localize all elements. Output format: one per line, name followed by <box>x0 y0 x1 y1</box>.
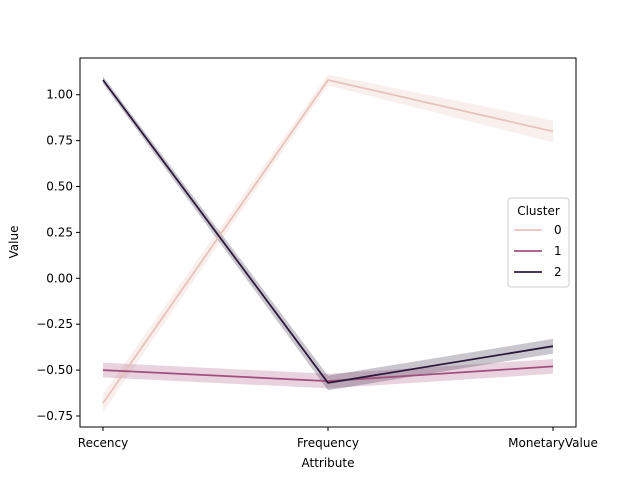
legend-box <box>507 197 570 288</box>
x-axis: Recency Frequency MonetaryValue <box>78 427 598 450</box>
y-tick-label: 0.00 <box>46 271 73 285</box>
legend-label-cluster-0: 0 <box>554 223 562 237</box>
x-tick-label: Recency <box>78 436 128 450</box>
y-tick-label: 0.25 <box>46 225 73 239</box>
x-tick-label: Frequency <box>297 436 359 450</box>
y-tick-label: 1.00 <box>46 88 73 102</box>
series-line-cluster-2 <box>102 79 554 384</box>
ci-band-cluster-2 <box>103 76 553 391</box>
ci-band-cluster-1 <box>103 359 553 389</box>
y-tick-label: 0.50 <box>46 180 73 194</box>
legend-title: Cluster <box>517 204 560 218</box>
y-tick-label: −0.50 <box>36 363 73 377</box>
y-axis-label: Value <box>7 226 21 259</box>
series-line-cluster-1 <box>102 365 554 383</box>
y-tick-label: 0.75 <box>46 134 73 148</box>
legend-label-cluster-1: 1 <box>554 244 562 258</box>
y-axis: −0.75 −0.50 −0.25 0.00 0.25 0.50 0.75 1.00 <box>36 88 80 423</box>
series-line-cluster-0 <box>102 79 554 404</box>
legend: Cluster 0 1 2 <box>507 197 570 288</box>
x-axis-label: Attribute <box>302 456 355 470</box>
legend-label-cluster-2: 2 <box>554 265 562 279</box>
y-tick-label: −0.75 <box>36 409 73 423</box>
series-lines <box>102 79 554 404</box>
x-tick-label: MonetaryValue <box>508 436 598 450</box>
confidence-bands <box>103 74 553 413</box>
y-tick-label: −0.25 <box>36 317 73 331</box>
